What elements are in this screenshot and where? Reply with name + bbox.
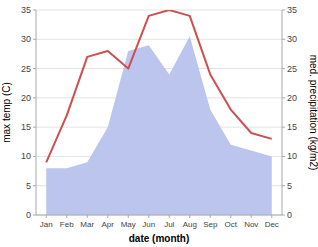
y2-tick — [282, 97, 285, 98]
y-tick-label: 15 — [21, 122, 31, 132]
y-tick-label: 0 — [26, 210, 31, 220]
y2-tick — [282, 68, 285, 69]
y2-axis-line — [282, 10, 283, 215]
x-tick — [189, 215, 190, 218]
y2-tick — [282, 156, 285, 157]
grid-line — [36, 10, 282, 11]
y2-tick — [282, 127, 285, 128]
y2-tick-label: 30 — [287, 34, 297, 44]
y2-tick-label: 5 — [287, 181, 292, 191]
y-tick — [33, 156, 36, 157]
marks — [46, 10, 272, 215]
x-tick-label: Nov — [244, 220, 258, 229]
x-tick — [210, 215, 211, 218]
y2-tick — [282, 10, 285, 11]
grid-line — [36, 39, 282, 40]
y2-tick — [282, 39, 285, 40]
x-tick — [271, 215, 272, 218]
y2-tick — [282, 185, 285, 186]
grid-line — [36, 215, 282, 216]
x-tick — [230, 215, 231, 218]
y-tick — [33, 97, 36, 98]
y-tick-label: 35 — [21, 5, 31, 15]
chart: 0 5 10 15 20 25 30 35 0 5 10 15 20 25 30 35 Jan Feb Mar Apr… — [0, 0, 318, 247]
x-tick — [46, 215, 47, 218]
y2-tick-label: 20 — [287, 93, 297, 103]
x-tick-label: Dec — [265, 220, 279, 229]
temperature-line — [46, 10, 272, 162]
y-tick — [33, 10, 36, 11]
x-tick-label: Mar — [80, 220, 94, 229]
y-tick — [33, 39, 36, 40]
y-tick — [33, 215, 36, 216]
y2-tick — [282, 215, 285, 216]
y2-tick-label: 0 — [287, 210, 292, 220]
y-tick-label: 20 — [21, 93, 31, 103]
y-axis-label: max temp (C) — [1, 82, 12, 143]
x-tick-label: Jan — [40, 220, 53, 229]
y-tick — [33, 127, 36, 128]
y-tick-label: 10 — [21, 151, 31, 161]
precipitation-area — [46, 36, 272, 215]
y2-axis-label: med. precipitation (kg/m2) — [308, 55, 318, 171]
y-tick-label: 30 — [21, 34, 31, 44]
x-axis-label: date (month) — [129, 233, 190, 244]
x-tick — [107, 215, 108, 218]
x-tick-label: Aug — [183, 220, 197, 229]
x-tick-label: Jul — [164, 220, 174, 229]
x-tick-label: May — [121, 220, 136, 229]
y2-tick-label: 10 — [287, 151, 297, 161]
x-tick — [169, 215, 170, 218]
x-tick — [87, 215, 88, 218]
y2-tick-label: 25 — [287, 64, 297, 74]
x-tick — [148, 215, 149, 218]
chart-container: 0 5 10 15 20 25 30 35 0 5 10 15 20 25 30 35 Jan Feb Mar Apr… — [0, 0, 318, 247]
y-tick-label: 5 — [26, 181, 31, 191]
x-tick — [251, 215, 252, 218]
y2-tick-label: 15 — [287, 122, 297, 132]
x-tick-label: Feb — [60, 220, 74, 229]
x-axis-line — [36, 215, 282, 216]
y-axis-line — [36, 10, 37, 215]
x-tick — [128, 215, 129, 218]
x-tick-label: Sep — [203, 220, 218, 229]
x-tick — [66, 215, 67, 218]
y-tick — [33, 185, 36, 186]
x-tick-label: Jun — [142, 220, 155, 229]
y-tick — [33, 68, 36, 69]
x-tick-label: Oct — [225, 220, 238, 229]
x-tick-label: Apr — [102, 220, 115, 229]
y-tick-label: 25 — [21, 64, 31, 74]
y2-tick-label: 35 — [287, 5, 297, 15]
